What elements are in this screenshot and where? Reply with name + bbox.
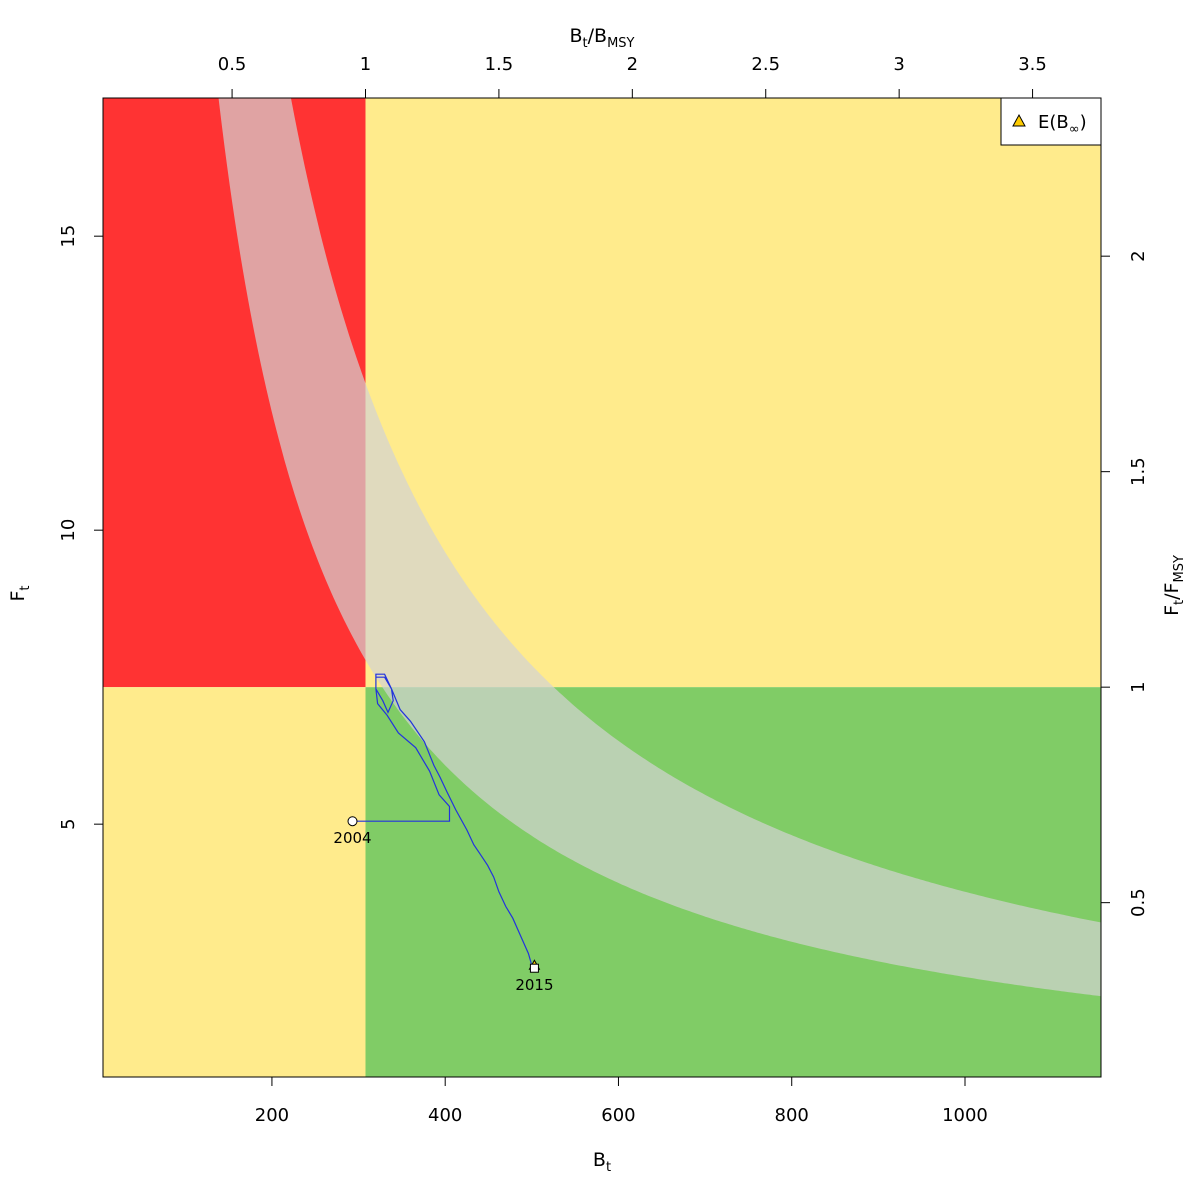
x-top-axis-title: Bt/BMSY xyxy=(569,25,634,51)
legend: E(B∞) xyxy=(1000,97,1102,146)
start-point-marker xyxy=(347,816,358,827)
y-left-axis-title-part: t xyxy=(18,585,33,590)
x-top-tick-label: 2.5 xyxy=(751,54,780,75)
y-right-tick-label: 1 xyxy=(1128,681,1149,692)
x-bottom-tick-label: 1000 xyxy=(942,1105,988,1126)
y-right-axis-title: Ft/FMSY xyxy=(1161,555,1187,616)
x-top-axis-title-part: B xyxy=(569,25,582,47)
y-right-tick-label: 0.5 xyxy=(1128,888,1149,917)
plot-frame xyxy=(102,97,1102,1078)
x-top-axis-title-part: t xyxy=(583,36,588,51)
x-bottom-tick-label: 800 xyxy=(775,1105,809,1126)
zone-yellow-lower xyxy=(103,687,366,1077)
axes-layer: 200 400 600 800 1000 5 10 15 0.5 1 1.5 2 2.5 3 3.5 0.5 1… xyxy=(58,54,1149,1126)
y-right-tick-label: 2 xyxy=(1128,250,1149,261)
x-bottom-tick-label: 600 xyxy=(601,1105,635,1126)
x-bottom-axis-title-part: t xyxy=(606,1160,611,1175)
y-left-tick-label: 15 xyxy=(58,225,79,248)
x-top-axis-title-part: /B xyxy=(588,25,607,47)
y-left-axis-title-part: F xyxy=(7,591,29,602)
y-left-tick-label: 10 xyxy=(58,519,79,542)
y-right-tick-label: 1.5 xyxy=(1128,457,1149,486)
trajectory-line xyxy=(352,673,535,969)
zones-layer xyxy=(103,98,1102,1077)
legend-label-sub: ∞ xyxy=(1069,122,1080,137)
x-top-tick-label: 1 xyxy=(360,54,371,75)
end-year-label: 2015 xyxy=(515,976,553,994)
x-top-tick-label: 1.5 xyxy=(485,54,514,75)
y-right-axis-title-part: MSY xyxy=(1172,555,1187,582)
x-top-axis-title-part: MSY xyxy=(607,36,634,51)
start-year-label: 2004 xyxy=(333,829,371,847)
x-top-tick-label: 3.5 xyxy=(1018,54,1047,75)
legend-label-close: ) xyxy=(1080,112,1087,133)
x-bottom-axis-title: Bt xyxy=(593,1149,611,1175)
end-point-marker xyxy=(529,963,539,973)
y-left-tick-label: 5 xyxy=(58,818,79,829)
trajectory-layer: 2004 2015 xyxy=(333,673,554,994)
zone-yellow-upper xyxy=(365,98,1102,688)
y-left-axis-title: Ft xyxy=(7,585,33,601)
x-bottom-tick-label: 200 xyxy=(255,1105,289,1126)
x-top-tick-label: 3 xyxy=(893,54,904,75)
legend-label-main: E(B xyxy=(1038,112,1069,133)
legend-triangle-icon xyxy=(1012,113,1026,127)
y-right-axis-title-part: /F xyxy=(1161,583,1183,600)
x-top-tick-label: 0.5 xyxy=(218,54,247,75)
legend-label: E(B∞) xyxy=(1038,112,1087,137)
msy-band xyxy=(218,98,1101,997)
y-right-axis-title-part: t xyxy=(1172,600,1187,605)
x-bottom-tick-label: 400 xyxy=(428,1105,462,1126)
x-top-tick-label: 2 xyxy=(627,54,638,75)
x-bottom-axis-title-part: B xyxy=(593,1149,606,1171)
y-right-axis-title-part: F xyxy=(1161,605,1183,616)
msy-band-layer xyxy=(218,98,1101,997)
